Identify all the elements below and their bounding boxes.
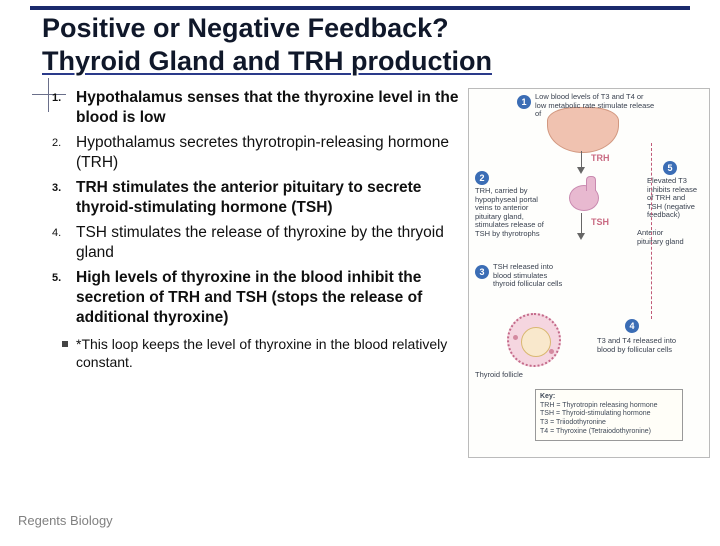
key-line-2: TSH = Thyroid-stimulating hormone [540, 410, 651, 417]
note: *This loop keeps the level of thyroxine … [52, 335, 462, 371]
label-2: TRH, carried by hypophyseal portal veins… [475, 187, 555, 239]
trh-label: TRH [591, 153, 610, 163]
steps-list: Hypothalamus senses that the thyroxine l… [52, 88, 462, 329]
step-2-text: Hypothalamus secretes thyrotropin-releas… [76, 134, 449, 171]
badge-5: 5 [663, 161, 677, 175]
pituitary-shape [569, 185, 599, 211]
title-line-1: Positive or Negative Feedback? [42, 13, 449, 43]
step-5: High levels of thyroxine in the blood in… [52, 268, 462, 329]
key-line-4: T4 = Thyroxine (Tetraiodothyronine) [540, 428, 651, 435]
trh-arrow-head-icon [577, 167, 585, 174]
text-column: Hypothalamus senses that the thyroxine l… [52, 88, 462, 458]
step-1: Hypothalamus senses that the thyroxine l… [52, 88, 462, 129]
tsh-arrow-shaft [581, 213, 582, 235]
label-1: Low blood levels of T3 and T4 or low met… [535, 93, 655, 119]
label-5: Elevated T3 inhibits release of TRH and … [647, 177, 701, 220]
note-text: *This loop keeps the level of thyroxine … [76, 336, 447, 370]
step-1-text: Hypothalamus senses that the thyroxine l… [76, 89, 458, 126]
step-4: TSH stimulates the release of thyroxine … [52, 223, 462, 264]
badge-1: 1 [517, 95, 531, 109]
step-4-text: TSH stimulates the release of thyroxine … [76, 224, 444, 261]
feedback-diagram: 1 Low blood levels of T3 and T4 or low m… [468, 88, 710, 458]
footer: Regents Biology [18, 513, 113, 528]
key-title: Key: [540, 393, 555, 400]
step-2: Hypothalamus secretes thyrotropin-releas… [52, 133, 462, 174]
anterior-pituitary-label: Anterior pituitary gland [637, 229, 687, 246]
label-4: T3 and T4 released into blood by follicu… [597, 337, 687, 354]
badge-2: 2 [475, 171, 489, 185]
follicle-inner [521, 327, 551, 357]
content-row: Hypothalamus senses that the thyroxine l… [0, 78, 720, 458]
badge-3: 3 [475, 265, 489, 279]
thyroid-follicle-shape [507, 313, 561, 367]
key-line-3: T3 = Triiodothyronine [540, 419, 606, 426]
key-box: Key: TRH = Thyrotropin releasing hormone… [535, 389, 683, 441]
slide-title: Positive or Negative Feedback? Thyroid G… [30, 10, 690, 78]
key-line-1: TRH = Thyrotropin releasing hormone [540, 402, 658, 409]
step-3: TRH stimulates the anterior pituitary to… [52, 178, 462, 219]
follicle-label: Thyroid follicle [475, 371, 525, 380]
step-3-text: TRH stimulates the anterior pituitary to… [76, 179, 421, 216]
tsh-label: TSH [591, 217, 609, 227]
title-bar: Positive or Negative Feedback? Thyroid G… [30, 6, 690, 78]
tsh-arrow-head-icon [577, 233, 585, 240]
feedback-line [651, 143, 652, 319]
badge-4: 4 [625, 319, 639, 333]
title-line-2: Thyroid Gland and TRH production [42, 46, 492, 76]
step-5-text: High levels of thyroxine in the blood in… [76, 269, 422, 327]
label-3: TSH released into blood stimulates thyro… [493, 263, 571, 289]
